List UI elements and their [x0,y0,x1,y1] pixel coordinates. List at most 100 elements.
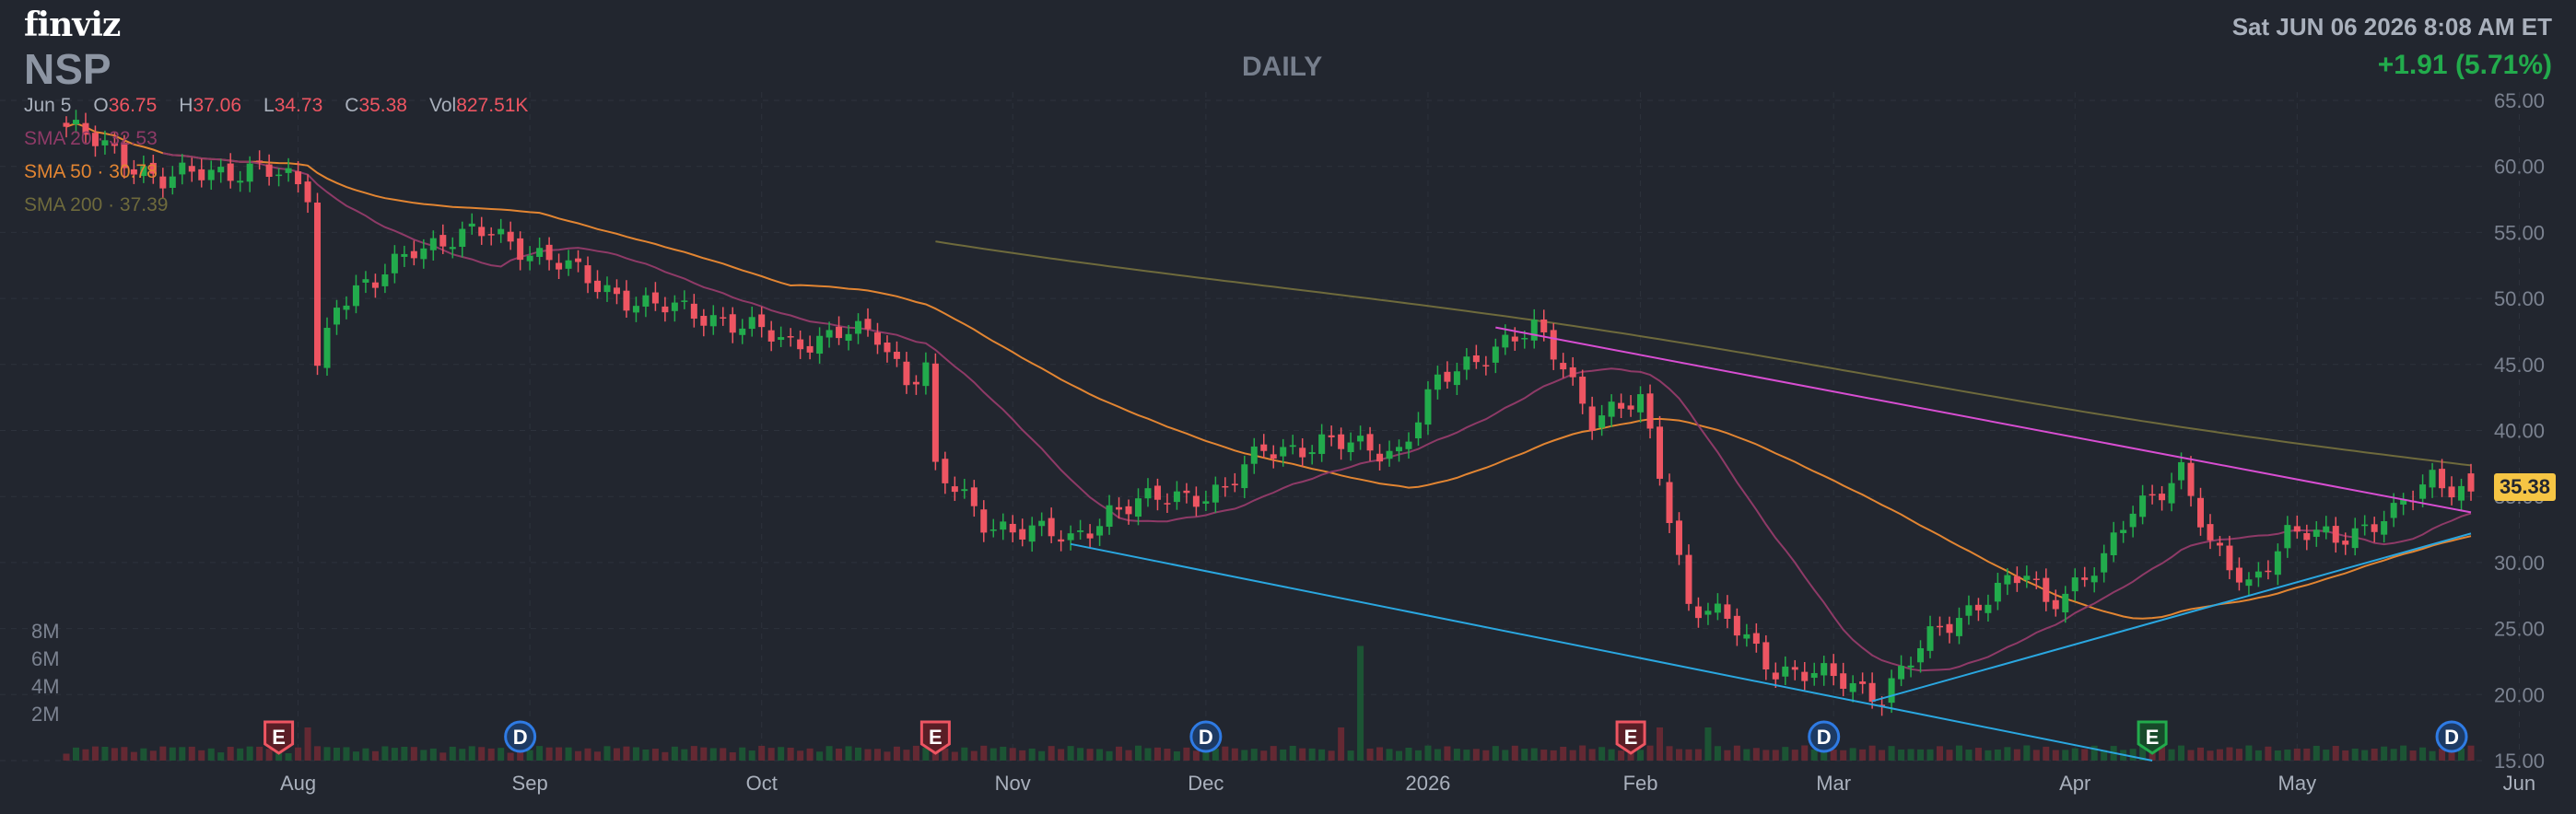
volume-bar [903,750,910,761]
volume-bar [1357,645,1364,761]
candle-body [1888,678,1895,704]
volume-bar [2090,745,2098,761]
candle-body [1588,406,1596,431]
candle-body [797,339,804,350]
candle-body [1260,444,1268,451]
volume-bar [1657,727,1664,761]
candle-body [1974,604,1982,610]
candle-body [381,274,389,286]
candle-body [1173,491,1180,503]
ticker-symbol: NSP [24,45,111,93]
volume-bar [1724,750,1731,761]
candle-body [468,223,475,227]
event-label: E [929,726,943,749]
candle-body [1965,605,1973,616]
candle-body [82,122,89,135]
volume-bar [1821,747,1828,761]
candle-body [545,244,553,261]
earnings-marker: E [919,720,951,755]
y-tick-label: 45.00 [2494,354,2545,377]
candle-body [1231,483,1238,486]
y-tick-label: 50.00 [2494,287,2545,310]
volume-bar [1579,745,1587,761]
volume-bar [1038,750,1046,761]
candle-body [729,314,736,333]
candle-body [2216,542,2223,546]
candle-body [149,162,157,174]
volume-bar [159,746,167,761]
last-price-tag: 35.38 [2493,473,2556,501]
volume-bar [1222,746,1229,761]
volume-bar [429,748,437,761]
candle-body [989,529,997,531]
candle-body [111,143,118,146]
volume-bar [651,749,659,761]
candle-body [1086,533,1094,539]
volume-bar [1453,749,1460,761]
candle-body [1646,393,1654,429]
candle-body [1521,338,1528,340]
sma50-legend[interactable]: SMA 50 · 30.78 [24,161,158,182]
candle-body [1550,330,1557,360]
volume-bar [2448,747,2455,761]
volume-bar [845,746,852,761]
candle-body [556,262,563,270]
volume-bar [729,751,736,761]
ohlc-open: O36.75 [93,95,158,116]
volume-bar [1685,749,1692,761]
candle-body [72,120,79,125]
volume-bar [787,747,794,761]
event-label: E [1624,726,1638,749]
candle-body [487,234,495,236]
candle-body [1472,355,1480,363]
volume-bar [1241,750,1248,761]
candle-body [1116,506,1123,510]
volume-bar [709,748,717,761]
candle-body [121,143,128,169]
volume-bar [1482,750,1490,761]
candle-body [575,258,582,262]
finviz-logo[interactable]: finviz [24,6,121,44]
candle-body [1106,505,1113,528]
volume-bar [2081,749,2089,761]
sma200-legend[interactable]: SMA 200 · 37.39 [24,194,169,215]
candle-body [1733,615,1740,636]
candle-body [1067,533,1074,541]
trendlines[interactable] [1070,326,2472,762]
volume-bar [778,747,785,761]
volume-bar [1077,748,1084,761]
candle-body [873,332,881,345]
candle-body [1917,647,1925,663]
volume-tick-label: 2M [31,703,60,726]
volume-bar [1308,748,1316,761]
candle-body [2303,532,2311,541]
candle-body [1579,377,1587,404]
candle-body [2187,462,2195,496]
volume-bar [2467,745,2475,761]
candle-body [2168,483,2175,504]
volume-bar [1134,745,1142,761]
candle-body [2139,495,2147,517]
volume-bar [2361,750,2369,761]
candle-body [1453,371,1460,386]
sma20-legend[interactable]: SMA 20 · 32.53 [24,128,158,149]
volume-bar [343,747,350,761]
candle-body [2207,524,2214,541]
volume-bar [536,746,544,761]
volume-bar [121,747,128,761]
volume-bar [758,745,766,761]
candle-body [304,181,311,203]
volume-bar [1192,750,1200,761]
candle-body [536,248,544,258]
candle-body [2197,497,2205,528]
candle-body [371,282,379,288]
x-tick-label: Apr [2059,772,2090,795]
candle-body [179,162,186,175]
candle-body [748,317,755,330]
volume-bar [2235,749,2242,761]
candle-body [2419,484,2427,499]
volume-bar [1338,727,1345,761]
volume-bar [1492,746,1499,761]
